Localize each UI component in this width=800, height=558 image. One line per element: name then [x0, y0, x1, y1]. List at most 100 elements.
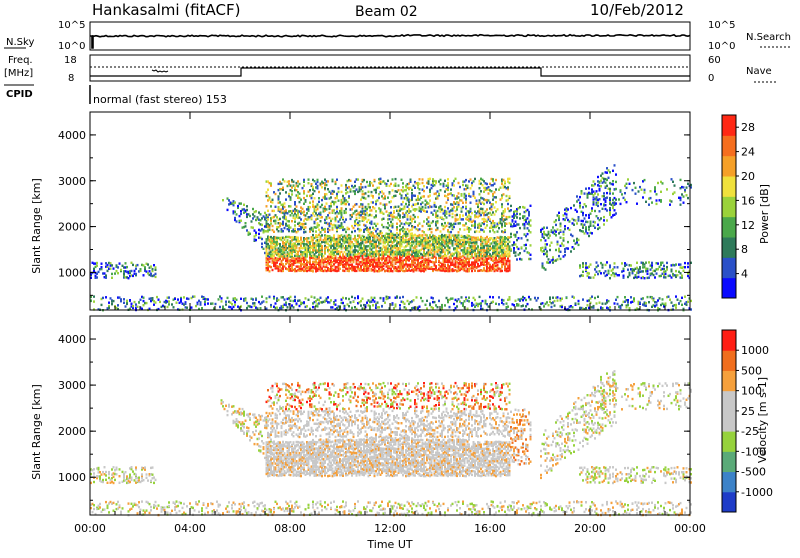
echo-cell [140, 299, 142, 301]
echo-cell [279, 201, 281, 203]
echo-cell [423, 190, 425, 192]
echo-cell [377, 223, 379, 225]
echo-cell [299, 183, 301, 185]
echo-cell [342, 245, 344, 247]
echo-cell [486, 224, 488, 226]
echo-cell [648, 301, 650, 303]
echo-cell [429, 199, 431, 201]
echo-cell [534, 297, 536, 299]
echo-cell [401, 194, 403, 196]
echo-cell [332, 306, 334, 308]
echo-cell [371, 209, 373, 211]
echo-cell [288, 180, 290, 182]
echo-cell [606, 219, 608, 221]
echo-cell [495, 303, 497, 305]
echo-cell [432, 213, 434, 215]
echo-cell [528, 211, 530, 213]
echo-cell [645, 305, 647, 307]
echo-cell [321, 204, 323, 206]
station-title: Hankasalmi (fitACF) [92, 1, 240, 19]
echo-cell [645, 201, 647, 203]
echo-cell [503, 193, 505, 195]
echo-cell [509, 253, 511, 255]
echo-cell [509, 195, 511, 197]
echo-cell [387, 222, 389, 224]
echo-cell [626, 201, 628, 203]
echo-cell [366, 181, 368, 183]
echo-cell [402, 186, 404, 188]
echo-cell [609, 277, 611, 279]
echo-cell [351, 208, 353, 210]
echo-cell [284, 227, 286, 229]
echo-cell [608, 177, 610, 179]
power-heatmap [90, 164, 692, 311]
echo-cell [471, 184, 473, 186]
echo-cell [354, 220, 356, 222]
echo-cell [504, 208, 506, 210]
echo-cell [336, 206, 338, 208]
echo-cell [342, 302, 344, 304]
echo-cell [453, 194, 455, 196]
echo-cell [348, 195, 350, 197]
echo-cell [239, 215, 241, 217]
echo-cell [135, 303, 137, 305]
echo-cell [617, 303, 619, 305]
echo-cell [143, 304, 145, 306]
echo-cell [501, 203, 503, 205]
echo-cell [525, 244, 527, 246]
echo-cell [642, 270, 644, 272]
echo-cell [566, 213, 568, 215]
echo-cell [150, 273, 152, 275]
echo-cell [249, 215, 251, 217]
echo-cell [542, 247, 544, 249]
echo-cell [266, 241, 268, 243]
echo-cell [401, 222, 403, 224]
echo-cell [560, 258, 562, 260]
echo-cell [555, 234, 557, 236]
echo-cell [428, 263, 430, 265]
echo-cell [104, 272, 106, 274]
echo-cell [443, 218, 445, 220]
echo-cell [590, 213, 592, 215]
echo-cell [635, 193, 637, 195]
echo-cell [417, 259, 419, 261]
echo-cell [362, 298, 364, 300]
echo-cell [314, 197, 316, 199]
echo-cell [446, 210, 448, 212]
echo-cell [450, 231, 452, 233]
echo-cell [350, 235, 352, 237]
echo-cell [594, 274, 596, 276]
echo-cell [281, 183, 283, 185]
echo-cell [441, 306, 443, 308]
echo-cell [449, 306, 451, 308]
echo-cell [177, 298, 179, 300]
echo-cell [320, 263, 322, 265]
echo-cell [470, 187, 472, 189]
echo-cell [488, 241, 490, 243]
echo-cell [296, 247, 298, 249]
echo-cell [371, 191, 373, 193]
echo-cell [492, 178, 494, 180]
echo-cell [291, 193, 293, 195]
echo-cell [338, 200, 340, 202]
echo-cell [176, 302, 178, 304]
echo-cell [605, 264, 607, 266]
echo-cell [474, 270, 476, 272]
echo-cell [168, 296, 170, 298]
echo-cell [597, 176, 599, 178]
echo-cell [582, 298, 584, 300]
echo-cell [332, 179, 334, 181]
echo-cell [404, 205, 406, 207]
echo-cell [488, 216, 490, 218]
echo-cell [456, 214, 458, 216]
echo-cell [324, 195, 326, 197]
echo-cell [396, 228, 398, 230]
echo-cell [384, 302, 386, 304]
echo-cell [431, 231, 433, 233]
echo-cell [354, 297, 356, 299]
echo-cell [468, 193, 470, 195]
echo-cell [225, 303, 227, 305]
echo-cell [396, 226, 398, 228]
echo-cell [587, 232, 589, 234]
echo-cell [506, 302, 508, 304]
